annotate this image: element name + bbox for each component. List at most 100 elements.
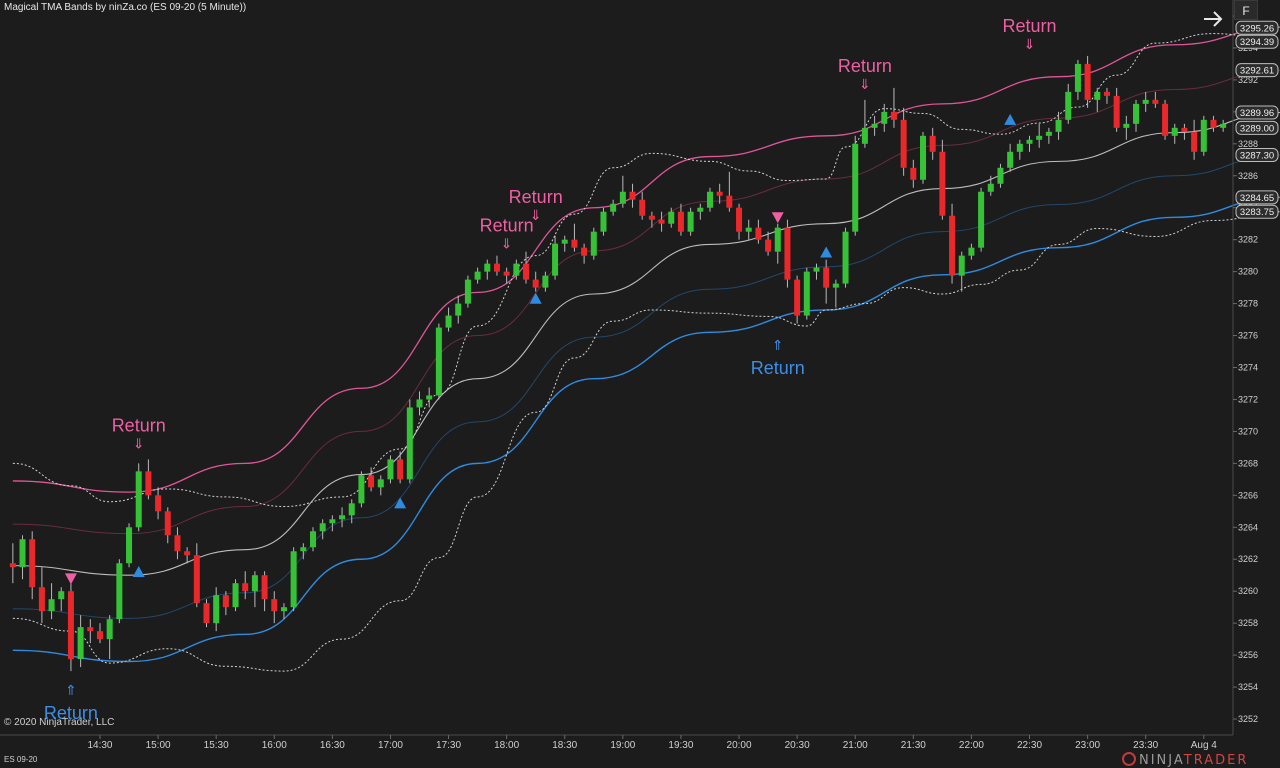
candle — [193, 543, 200, 608]
x-tick-label: 15:00 — [146, 740, 171, 751]
candle-body — [319, 523, 326, 532]
price-label: 3292.61 — [1235, 63, 1279, 78]
candle — [939, 139, 946, 220]
candle — [1181, 123, 1188, 140]
logo-mark-icon — [1122, 752, 1136, 766]
x-tick-label: 20:00 — [727, 740, 752, 751]
candle — [1191, 119, 1198, 160]
x-tick-label: 21:00 — [843, 740, 868, 751]
candle-body — [1200, 119, 1207, 152]
candle-body — [581, 247, 588, 256]
candle — [958, 251, 965, 292]
price-label-text: 3295.26 — [1240, 23, 1274, 34]
panel-toggle-button[interactable]: F — [1234, 0, 1258, 20]
candle-body — [377, 479, 384, 488]
price-label-text: 3284.65 — [1240, 193, 1274, 204]
candle — [697, 203, 704, 220]
candle — [900, 107, 907, 176]
price-label-box — [1235, 63, 1279, 78]
candle — [77, 615, 84, 668]
x-tick-label: 17:30 — [436, 740, 461, 751]
y-tick-label: 3276 — [1238, 331, 1258, 341]
upper-mid-band-line — [12, 69, 1280, 535]
candle — [174, 527, 181, 560]
price-label: 3289.00 — [1235, 120, 1279, 135]
candle-body — [493, 263, 500, 272]
candle — [658, 211, 665, 232]
y-tick-label: 3262 — [1238, 554, 1258, 564]
candle-body — [736, 207, 743, 232]
candle-body — [280, 607, 287, 612]
candle — [319, 519, 326, 540]
candle — [1113, 87, 1120, 132]
candle — [619, 175, 626, 208]
candle — [474, 267, 481, 284]
candle-body — [1016, 143, 1023, 152]
candle — [677, 203, 684, 236]
arrow-right-icon[interactable] — [1200, 6, 1226, 32]
candle-body — [1181, 127, 1188, 132]
y-tick-label: 3274 — [1238, 363, 1258, 373]
candle — [348, 499, 355, 524]
candle — [1162, 99, 1169, 140]
signal-down-triangle-icon — [64, 573, 77, 585]
candle — [978, 187, 985, 252]
candle — [910, 159, 917, 188]
candle — [1200, 115, 1207, 156]
candle-body — [987, 183, 994, 192]
candle — [706, 187, 713, 212]
candle — [542, 271, 549, 292]
price-label-text: 3287.30 — [1240, 150, 1274, 161]
candle-body — [939, 151, 946, 216]
x-tick-label: 19:30 — [668, 740, 693, 751]
y-tick-label: 3260 — [1238, 586, 1258, 596]
return-arrow-down-icon: ⇓ — [133, 436, 145, 452]
lower-dotted-line — [12, 211, 1280, 672]
x-tick-label: 16:00 — [262, 740, 287, 751]
price-label-text: 3283.75 — [1240, 207, 1274, 218]
y-tick-label: 3286 — [1238, 171, 1258, 181]
candle-body — [1171, 127, 1178, 136]
copyright-text: © 2020 NinjaTrader, LLC — [4, 717, 115, 728]
candle — [1220, 119, 1227, 132]
candle — [852, 135, 859, 236]
candle-body — [861, 127, 868, 144]
y-tick-label: 3270 — [1238, 426, 1258, 436]
candle-body — [87, 627, 94, 632]
candle — [590, 227, 597, 260]
candle — [261, 571, 268, 612]
candle — [513, 259, 520, 280]
candle-body — [629, 191, 636, 200]
instrument-label: ES 09-20 — [4, 755, 38, 764]
x-tick-label: 23:00 — [1075, 740, 1100, 751]
candle — [1007, 143, 1014, 172]
candle-body — [455, 303, 462, 316]
candle-body — [668, 211, 675, 224]
candle-body — [745, 227, 752, 232]
candle — [774, 223, 781, 264]
candle-body — [542, 275, 549, 288]
candle-body — [1152, 99, 1159, 104]
candle-body — [852, 143, 859, 232]
return-label-bottom: Return — [44, 703, 98, 723]
candle — [813, 263, 820, 280]
signal-up-triangle-icon — [132, 566, 145, 578]
candle — [1152, 91, 1159, 108]
candle — [280, 603, 287, 620]
candle — [648, 211, 655, 228]
candle — [455, 295, 462, 324]
candle-body — [997, 167, 1004, 184]
candle — [435, 323, 442, 400]
candle-body — [929, 135, 936, 152]
candle — [368, 467, 375, 492]
candle-body — [329, 519, 336, 524]
candle-body — [784, 227, 791, 280]
candle-body — [1045, 131, 1052, 136]
candle-body — [1191, 131, 1198, 152]
candle-body — [1210, 119, 1217, 128]
candle-body — [1133, 103, 1140, 124]
candle-body — [164, 511, 171, 536]
candle-body — [832, 283, 839, 288]
annotation-layer: Return⇓Return⇓Return⇓Return⇓Return⇓Retur… — [44, 16, 1057, 723]
candle — [48, 583, 55, 620]
